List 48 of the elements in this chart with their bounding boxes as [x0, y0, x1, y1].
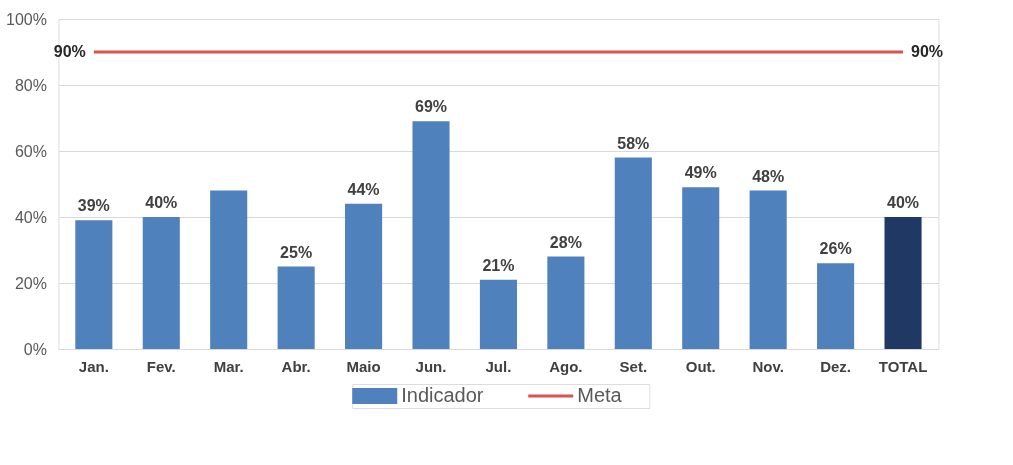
- x-tick-label: Jun.: [415, 357, 447, 375]
- data-label: 21%: [482, 256, 515, 274]
- data-label: 49%: [684, 164, 717, 182]
- bar: [682, 187, 720, 349]
- x-tick-label: Ago.: [549, 357, 583, 375]
- data-label: 48%: [752, 167, 785, 185]
- x-tick-label: Dez.: [820, 357, 852, 375]
- x-tick-label: Jul.: [485, 357, 512, 375]
- annotation: 90%: [911, 43, 944, 60]
- annotation: 90%: [53, 43, 86, 60]
- x-tick-label: Mar.: [213, 357, 244, 375]
- bar: [479, 279, 517, 349]
- bar: [412, 121, 450, 349]
- x-tick-label: Fev.: [146, 357, 176, 375]
- bar: [749, 190, 787, 349]
- x-tick-label: Nov.: [752, 357, 784, 375]
- data-label: 25%: [280, 243, 313, 261]
- bar: [547, 256, 585, 349]
- legend-label: Indicador: [401, 384, 484, 406]
- x-tick-label: Abr.: [281, 357, 311, 375]
- bar: [884, 217, 922, 349]
- y-tick-label: 100%: [6, 10, 47, 28]
- bar: [277, 266, 315, 349]
- x-tick-label: Set.: [619, 357, 648, 375]
- y-tick-label: 0%: [23, 340, 47, 358]
- x-tick-label: Out.: [685, 357, 716, 375]
- legend-label: Meta: [577, 384, 623, 406]
- data-label: 44%: [347, 180, 380, 198]
- data-label: 26%: [819, 240, 852, 258]
- bar: [210, 190, 248, 349]
- bar: [614, 157, 652, 349]
- data-label: 28%: [549, 233, 582, 251]
- data-label: 39%: [77, 197, 110, 215]
- data-label: 40%: [145, 194, 178, 211]
- bar: [817, 263, 855, 349]
- y-tick-label: 60%: [14, 142, 47, 160]
- bar: [345, 203, 383, 349]
- x-tick-label: TOTAL: [878, 357, 928, 375]
- data-label: 69%: [414, 98, 448, 116]
- y-tick-label: 80%: [14, 76, 47, 94]
- data-label: 40%: [887, 194, 920, 211]
- data-label: 58%: [617, 134, 650, 152]
- bar: [142, 217, 180, 349]
- bar: [75, 220, 113, 349]
- y-tick-label: 20%: [14, 274, 47, 292]
- x-tick-label: Maio: [346, 357, 381, 375]
- x-tick-label: Jan.: [78, 357, 109, 375]
- y-tick-label: 40%: [14, 208, 47, 226]
